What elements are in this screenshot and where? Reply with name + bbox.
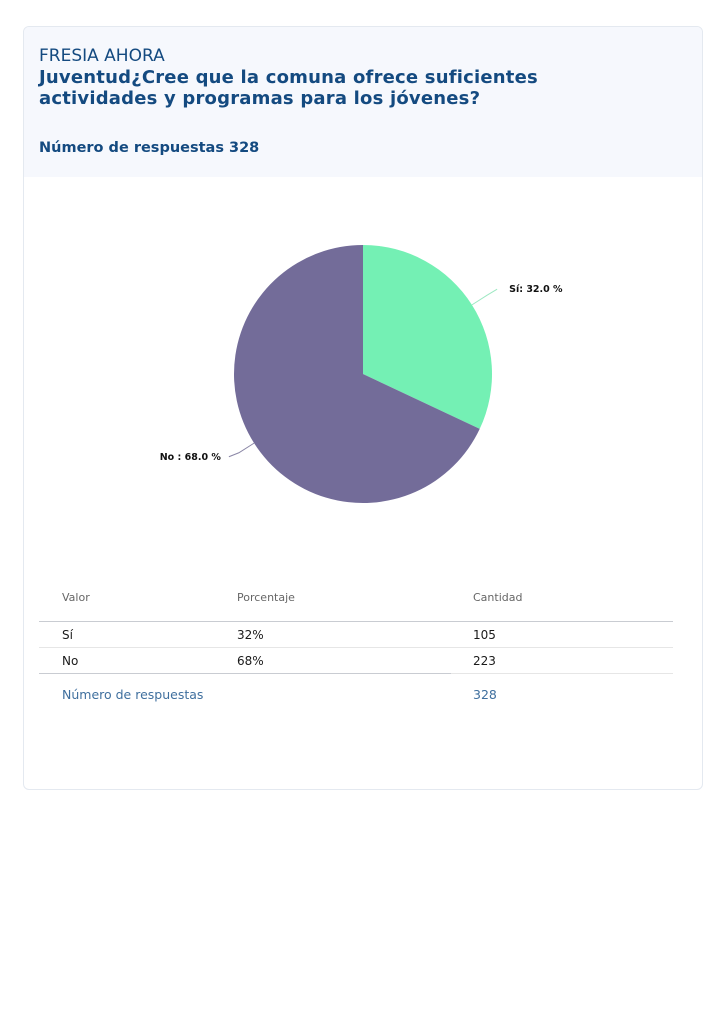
organization-title: FRESIA AHORA — [39, 46, 165, 66]
footer-value: 328 — [473, 687, 497, 702]
cell-cantidad: 223 — [473, 654, 496, 668]
cell-valor: No — [62, 654, 79, 668]
cell-cantidad: 105 — [473, 628, 496, 642]
footer-divider — [39, 673, 451, 674]
leader-line-sí — [471, 288, 498, 306]
header-divider — [39, 621, 673, 622]
pie-label-no: No : 68.0 % — [160, 452, 222, 463]
table-row: No 68% 223 — [39, 648, 673, 674]
leader-line-no — [228, 442, 255, 458]
header-porcentaje: Porcentaje — [237, 591, 295, 604]
footer-label: Número de respuestas — [62, 687, 204, 702]
header-cantidad: Cantidad — [473, 591, 523, 604]
pie-slice-no — [233, 245, 480, 503]
cell-valor: Sí — [62, 628, 73, 642]
responses-count: Número de respuestas 328 — [39, 140, 260, 156]
survey-card: FRESIA AHORA Juventud¿Cree que la comuna… — [23, 26, 703, 790]
pie-slice-sí — [363, 245, 493, 429]
card-header: FRESIA AHORA Juventud¿Cree que la comuna… — [24, 27, 702, 177]
cell-porcentaje: 68% — [237, 654, 264, 668]
header-valor: Valor — [62, 591, 90, 604]
question-title: Juventud¿Cree que la comuna ofrece sufic… — [39, 67, 538, 109]
pie-chart: Sí: 32.0 % No : 68.0 % — [160, 245, 563, 503]
pie-label-sí: Sí: 32.0 % — [509, 284, 563, 295]
table-row: Sí 32% 105 — [39, 622, 673, 648]
cell-porcentaje: 32% — [237, 628, 264, 642]
